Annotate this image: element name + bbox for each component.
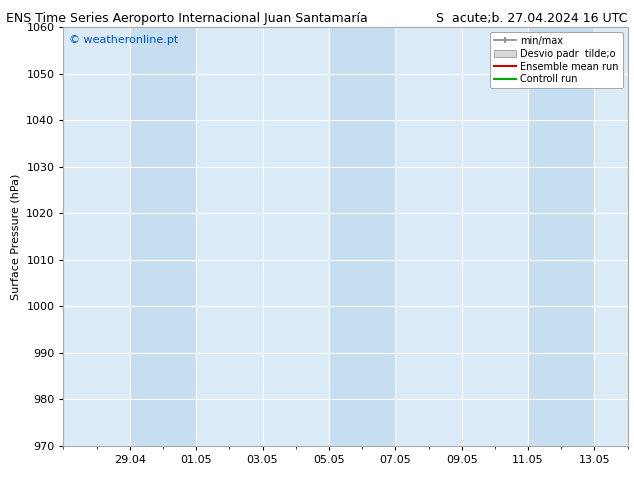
Bar (329, 27, 396, 446)
Text: ENS Time Series Aeroporto Internacional Juan Santamaría: ENS Time Series Aeroporto Internacional … (6, 12, 368, 25)
Bar (130, 27, 196, 446)
Text: © weatheronline.pt: © weatheronline.pt (69, 35, 178, 46)
Bar (528, 27, 595, 446)
Y-axis label: Surface Pressure (hPa): Surface Pressure (hPa) (11, 173, 21, 299)
Text: S  acute;b. 27.04.2024 16 UTC: S acute;b. 27.04.2024 16 UTC (436, 12, 628, 25)
Legend: min/max, Desvio padr  tilde;o, Ensemble mean run, Controll run: min/max, Desvio padr tilde;o, Ensemble m… (490, 32, 623, 88)
